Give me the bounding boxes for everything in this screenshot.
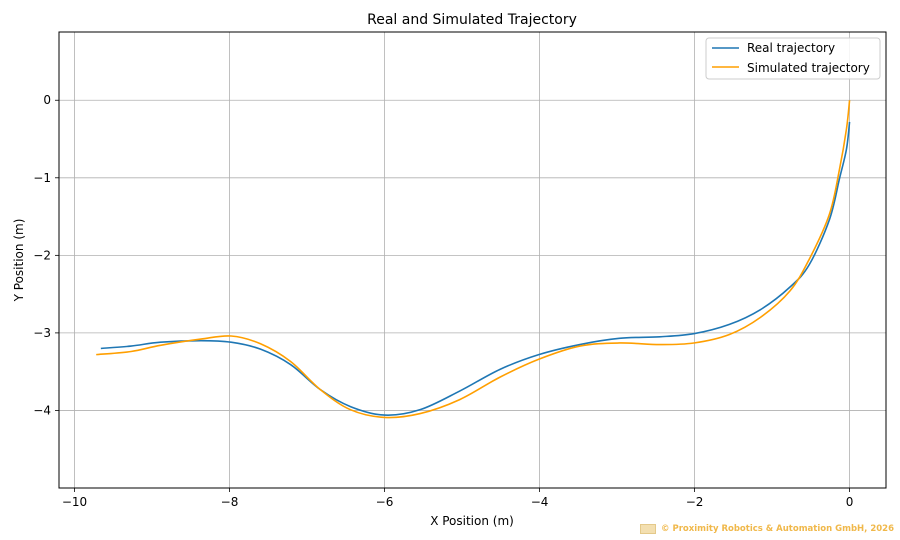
x-tick-label: −2 bbox=[686, 495, 704, 509]
axes-frame bbox=[58, 31, 887, 489]
x-axis-ticks: −10 −8 −6 −4 −2 0 bbox=[62, 488, 854, 509]
legend-box bbox=[705, 37, 881, 80]
y-tick-label: −4 bbox=[33, 403, 51, 417]
y-tick-label: −2 bbox=[33, 248, 51, 262]
grid-lines bbox=[59, 32, 886, 488]
chart-title: Real and Simulated Trajectory bbox=[367, 12, 577, 28]
x-tick-label: −10 bbox=[62, 495, 87, 509]
y-tick-label: −3 bbox=[33, 326, 51, 340]
x-tick-label: 0 bbox=[846, 495, 854, 509]
copyright-watermark: © Proximity Robotics & Automation GmbH, … bbox=[640, 524, 894, 534]
logo-icon bbox=[640, 524, 656, 534]
y-tick-label: −1 bbox=[33, 171, 51, 185]
x-tick-label: −4 bbox=[531, 495, 549, 509]
y-axis-ticks: 0 −1 −2 −3 −4 bbox=[33, 93, 59, 417]
simulated-trajectory-line bbox=[96, 100, 851, 419]
legend-label-real: Real trajectory bbox=[747, 41, 835, 55]
x-tick-label: −6 bbox=[376, 495, 394, 509]
x-tick-label: −8 bbox=[221, 495, 239, 509]
plot-series bbox=[96, 100, 851, 419]
legend: Real trajectory Simulated trajectory bbox=[705, 37, 881, 80]
x-axis-label: X Position (m) bbox=[430, 514, 514, 528]
real-trajectory-line bbox=[100, 121, 851, 416]
y-tick-label: 0 bbox=[43, 93, 51, 107]
copyright-text: © Proximity Robotics & Automation GmbH, … bbox=[661, 524, 894, 534]
y-axis-label: Y Position (m) bbox=[12, 219, 26, 303]
legend-label-simulated: Simulated trajectory bbox=[747, 61, 870, 75]
